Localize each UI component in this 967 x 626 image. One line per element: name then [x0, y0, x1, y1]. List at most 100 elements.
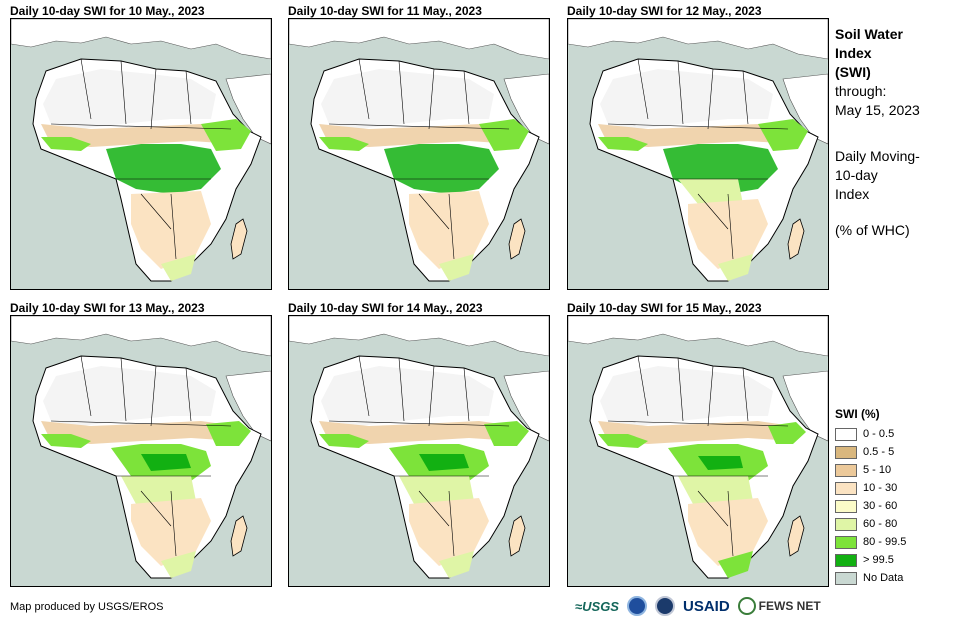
- legend-swatch: [835, 535, 857, 549]
- map-panel-3: Daily 10-day SWI for 12 May., 2023: [567, 4, 829, 292]
- southern-moist-zone: [409, 498, 489, 566]
- east-africa-wet-zone: [201, 119, 251, 151]
- legend-swatch: [835, 571, 857, 585]
- legend-item: 0 - 0.5: [835, 425, 965, 443]
- sahara-dry-zone: [321, 69, 494, 129]
- madagascar: [787, 218, 805, 260]
- swi-legend: SWI (%) 0 - 0.5 0.5 - 5 5 - 10 10 - 30 30 - …: [835, 407, 965, 587]
- southern-moist-zone: [131, 498, 211, 566]
- central-wet-zone: [384, 144, 499, 194]
- description-line1: Daily Moving-: [835, 148, 920, 164]
- index-title-line3: (SWI): [835, 64, 871, 80]
- sahel-band: [319, 421, 514, 444]
- south-coast-zone: [718, 551, 753, 578]
- legend-label: 60 - 80: [863, 518, 898, 530]
- panel-title: Daily 10-day SWI for 10 May., 2023: [10, 4, 205, 18]
- legend-label: 0.5 - 5: [863, 446, 895, 458]
- legend-item: 60 - 80: [835, 515, 965, 533]
- africa-swi-map: [10, 315, 272, 587]
- east-africa-wet-zone: [484, 421, 529, 446]
- dhs-logo: [654, 596, 675, 616]
- country-borders: [607, 355, 789, 557]
- south-coast-zone: [161, 551, 196, 578]
- legend-label: No Data: [863, 572, 904, 584]
- usgs-logo: ≈USGS: [575, 598, 619, 614]
- south-coast-zone: [439, 254, 474, 281]
- legend-swatch: [835, 427, 857, 441]
- map-panel-1: Daily 10-day SWI for 10 May., 2023: [10, 4, 272, 292]
- legend-item: 30 - 60: [835, 497, 965, 515]
- east-africa-wet-zone: [758, 119, 808, 151]
- map-panel-6: Daily 10-day SWI for 15 May., 2023: [567, 301, 829, 589]
- africa-swi-map: [567, 315, 829, 587]
- south-coast-zone: [439, 551, 474, 578]
- europe-landmass: [289, 19, 549, 60]
- legend-swatch: [835, 445, 857, 459]
- central-moist-zone: [399, 476, 474, 504]
- legend-swatch: [835, 481, 857, 495]
- legend-label: > 99.5: [863, 554, 894, 566]
- legend-item: 5 - 10: [835, 461, 965, 479]
- sahara-dry-zone: [600, 366, 773, 426]
- madagascar: [508, 218, 526, 260]
- madagascar: [508, 515, 526, 557]
- panel-title: Daily 10-day SWI for 11 May., 2023: [288, 4, 482, 18]
- map-credit: Map produced by USGS/EROS: [10, 601, 164, 613]
- legend-title: SWI (%): [835, 407, 880, 421]
- africa-swi-map: [567, 18, 829, 290]
- legend-swatch: [835, 553, 857, 567]
- legend-item: 80 - 99.5: [835, 533, 965, 551]
- sahel-band: [41, 124, 236, 147]
- europe-landmass: [568, 316, 828, 357]
- partner-logos: ≈USGS USAID FEWS NET: [575, 596, 821, 616]
- legend-label: 0 - 0.5: [863, 428, 895, 440]
- country-borders: [328, 355, 510, 557]
- central-core-wet: [419, 454, 469, 471]
- central-moist-zone: [678, 476, 753, 504]
- west-africa-wet-zone: [41, 434, 91, 448]
- legend-label: 10 - 30: [863, 482, 898, 494]
- west-africa-wet-zone: [598, 434, 648, 448]
- sahel-band: [598, 421, 793, 444]
- country-borders: [50, 58, 232, 260]
- panel-title: Daily 10-day SWI for 15 May., 2023: [567, 301, 762, 315]
- west-africa-wet-zone: [598, 137, 648, 151]
- central-core-wet: [141, 454, 191, 471]
- index-title-line2: Index: [835, 45, 872, 61]
- description-line2: 10-day: [835, 167, 878, 183]
- europe-landmass: [11, 316, 271, 357]
- panel-title: Daily 10-day SWI for 13 May., 2023: [10, 301, 205, 315]
- through-label: through:: [835, 83, 887, 99]
- southern-moist-zone: [409, 191, 489, 269]
- legend-item: 0.5 - 5: [835, 443, 965, 461]
- madagascar: [230, 515, 248, 557]
- legend-label: 5 - 10: [863, 464, 892, 476]
- west-africa-wet-zone: [41, 137, 91, 151]
- southern-moist-zone: [688, 498, 768, 566]
- noaa-logo: [626, 596, 647, 616]
- globe-icon: [737, 597, 756, 615]
- legend-swatch: [835, 499, 857, 513]
- panel-title: Daily 10-day SWI for 12 May., 2023: [567, 4, 762, 18]
- madagascar: [787, 515, 805, 557]
- west-africa-wet-zone: [319, 137, 369, 151]
- central-moist-zone: [121, 476, 196, 504]
- description-line3: Index: [835, 186, 870, 202]
- legend-item: No Data: [835, 569, 965, 587]
- index-title-line1: Soil Water: [835, 26, 903, 42]
- sahel-band: [598, 124, 793, 147]
- southern-moist-zone: [131, 191, 211, 269]
- africa-swi-map: [10, 18, 272, 290]
- sahara-dry-zone: [43, 366, 216, 426]
- country-borders: [50, 355, 232, 557]
- through-date: May 15, 2023: [835, 102, 920, 118]
- east-africa-wet-zone: [768, 422, 806, 444]
- south-coast-zone: [161, 254, 196, 281]
- map-description: Soil Water Index (SWI) through: May 15, …: [835, 25, 965, 240]
- map-panel-4: Daily 10-day SWI for 13 May., 2023: [10, 301, 272, 589]
- east-africa-wet-zone: [479, 119, 529, 151]
- panel-title: Daily 10-day SWI for 14 May., 2023: [288, 301, 483, 315]
- africa-swi-map: [288, 315, 550, 587]
- fews-net-label: FEWS NET: [758, 599, 821, 613]
- fews-net-logo: FEWS NET: [737, 597, 821, 615]
